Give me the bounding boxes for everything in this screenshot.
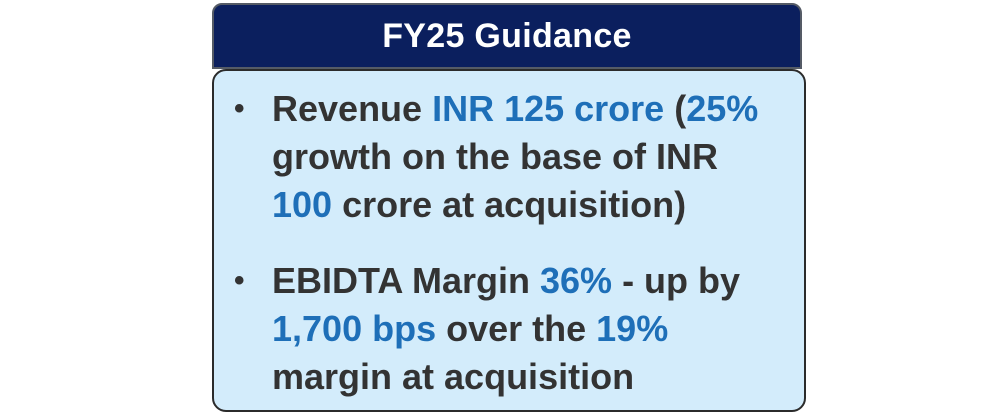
revenue-label: Revenue — [272, 88, 433, 129]
revenue-paren-open: ( — [664, 88, 687, 129]
margin-up-by-text: - up by — [612, 260, 741, 301]
margin-over-text: over the — [436, 308, 597, 349]
bullet-revenue-text: Revenue INR 125 crore (25% growth on the… — [272, 85, 778, 229]
margin-label: EBIDTA Margin — [272, 260, 540, 301]
revenue-growth-text: growth on the base of INR — [272, 136, 718, 177]
revenue-base-text: crore at acquisition) — [332, 184, 687, 225]
bullet-margin-text: EBIDTA Margin 36% - up by 1,700 bps over… — [272, 257, 778, 401]
bullet-revenue: • Revenue INR 125 crore (25% growth on t… — [234, 85, 778, 229]
header-banner: FY25 Guidance — [212, 3, 802, 69]
margin-base-value: 19% — [596, 308, 669, 349]
guidance-card: • Revenue INR 125 crore (25% growth on t… — [212, 69, 806, 412]
bullet-margin: • EBIDTA Margin 36% - up by 1,700 bps ov… — [234, 257, 778, 401]
margin-base-text: margin at acquisition — [272, 356, 635, 397]
margin-value: 36% — [540, 260, 613, 301]
revenue-value: INR 125 crore — [432, 88, 665, 129]
margin-bps-value: 1,700 bps — [272, 308, 437, 349]
bullet-dot-icon: • — [234, 264, 245, 297]
revenue-base-value: 100 — [272, 184, 333, 225]
bullet-dot-icon: • — [234, 92, 245, 125]
page-title: FY25 Guidance — [382, 16, 632, 55]
revenue-growth-value: 25% — [686, 88, 759, 129]
